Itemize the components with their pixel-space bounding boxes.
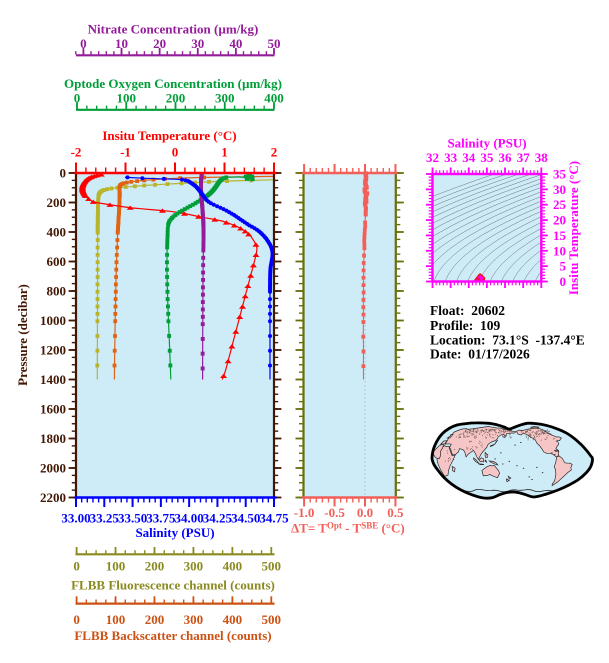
svg-text:1600: 1600 — [40, 402, 66, 417]
svg-text:100: 100 — [106, 559, 126, 574]
svg-text:Profile: 109: Profile: 109 — [430, 318, 500, 333]
svg-text:-1.0: -1.0 — [294, 505, 315, 520]
svg-text:33.50: 33.50 — [118, 511, 147, 526]
svg-text:300: 300 — [215, 91, 235, 106]
svg-text:500: 500 — [262, 612, 282, 627]
svg-text:0.5: 0.5 — [387, 505, 404, 520]
svg-text:FLBB Backscatter channel (coun: FLBB Backscatter channel (counts) — [74, 628, 271, 643]
svg-text:Float: 20602: Float: 20602 — [430, 303, 505, 318]
svg-text:38: 38 — [535, 150, 549, 165]
svg-text:100: 100 — [116, 91, 136, 106]
svg-text:-2: -2 — [71, 145, 82, 160]
svg-text:35: 35 — [480, 150, 494, 165]
svg-text:33.25: 33.25 — [90, 511, 120, 526]
svg-text:34.00: 34.00 — [174, 511, 203, 526]
svg-text:0: 0 — [73, 559, 80, 574]
svg-text:1000: 1000 — [40, 313, 66, 328]
svg-text:400: 400 — [47, 225, 67, 240]
svg-text:0: 0 — [60, 166, 67, 181]
svg-text:Optode Oxygen Concentration (µ: Optode Oxygen Concentration (µm/kg) — [64, 76, 282, 91]
svg-text:1: 1 — [221, 145, 228, 160]
svg-text:300: 300 — [184, 559, 204, 574]
svg-text:20: 20 — [553, 213, 566, 228]
svg-text:200: 200 — [166, 91, 186, 106]
svg-text:30: 30 — [553, 182, 566, 197]
svg-text:50: 50 — [268, 36, 281, 51]
svg-text:33.75: 33.75 — [146, 511, 176, 526]
svg-text:Nitrate Concentration (µm/kg): Nitrate Concentration (µm/kg) — [88, 22, 259, 37]
svg-text:15: 15 — [553, 228, 567, 243]
svg-text:2000: 2000 — [40, 461, 66, 476]
svg-text:34.25: 34.25 — [203, 511, 233, 526]
svg-text:Location: 73.1°S -137.4°E: Location: 73.1°S -137.4°E — [430, 333, 585, 348]
svg-text:FLBB Fluorescence channel (cou: FLBB Fluorescence channel (counts) — [71, 578, 275, 593]
svg-text:400: 400 — [223, 612, 243, 627]
svg-text:Salinity (PSU): Salinity (PSU) — [135, 525, 214, 540]
svg-text:Salinity (PSU): Salinity (PSU) — [447, 136, 526, 151]
svg-text:34.75: 34.75 — [259, 511, 289, 526]
svg-text:0: 0 — [560, 274, 567, 289]
svg-text:0: 0 — [74, 91, 81, 106]
svg-text:37: 37 — [517, 150, 531, 165]
svg-text:10: 10 — [115, 36, 128, 51]
svg-text:Insitu Temperature (°C): Insitu Temperature (°C) — [102, 128, 236, 143]
svg-text:ΔT= TOpt - TSBE (°C): ΔT= TOpt - TSBE (°C) — [291, 521, 405, 536]
svg-text:200: 200 — [145, 559, 165, 574]
svg-text:800: 800 — [47, 284, 67, 299]
svg-text:33: 33 — [444, 150, 458, 165]
svg-text:25: 25 — [553, 197, 567, 212]
svg-text:34: 34 — [462, 150, 476, 165]
svg-text:20: 20 — [153, 36, 166, 51]
svg-text:2: 2 — [271, 145, 278, 160]
svg-text:5: 5 — [560, 259, 567, 274]
svg-text:1400: 1400 — [40, 372, 66, 387]
svg-text:400: 400 — [264, 91, 284, 106]
svg-text:-1: -1 — [120, 145, 131, 160]
svg-text:40: 40 — [229, 36, 242, 51]
svg-text:1800: 1800 — [40, 431, 66, 446]
svg-text:Pressure (decibar): Pressure (decibar) — [15, 284, 30, 386]
svg-text:34.50: 34.50 — [231, 511, 260, 526]
svg-text:200: 200 — [47, 195, 67, 210]
svg-text:10: 10 — [553, 243, 566, 258]
svg-text:Insitu Temperature (°C): Insitu Temperature (°C) — [566, 161, 581, 295]
svg-text:0: 0 — [73, 612, 80, 627]
svg-text:35: 35 — [553, 167, 567, 182]
svg-text:36: 36 — [499, 150, 513, 165]
svg-text:-0.5: -0.5 — [324, 505, 345, 520]
svg-text:32: 32 — [426, 150, 439, 165]
svg-text:600: 600 — [47, 254, 67, 269]
svg-text:0: 0 — [80, 36, 87, 51]
svg-text:400: 400 — [223, 559, 243, 574]
svg-text:500: 500 — [262, 559, 282, 574]
svg-text:100: 100 — [106, 612, 126, 627]
svg-text:200: 200 — [145, 612, 165, 627]
svg-text:33.00: 33.00 — [61, 511, 90, 526]
svg-text:30: 30 — [191, 36, 204, 51]
svg-text:1200: 1200 — [40, 343, 66, 358]
svg-text:0: 0 — [172, 145, 179, 160]
svg-text:2200: 2200 — [40, 490, 66, 505]
svg-text:Date: 01/17/2026: Date: 01/17/2026 — [430, 347, 530, 362]
svg-text:300: 300 — [184, 612, 204, 627]
svg-text:0.0: 0.0 — [357, 505, 373, 520]
